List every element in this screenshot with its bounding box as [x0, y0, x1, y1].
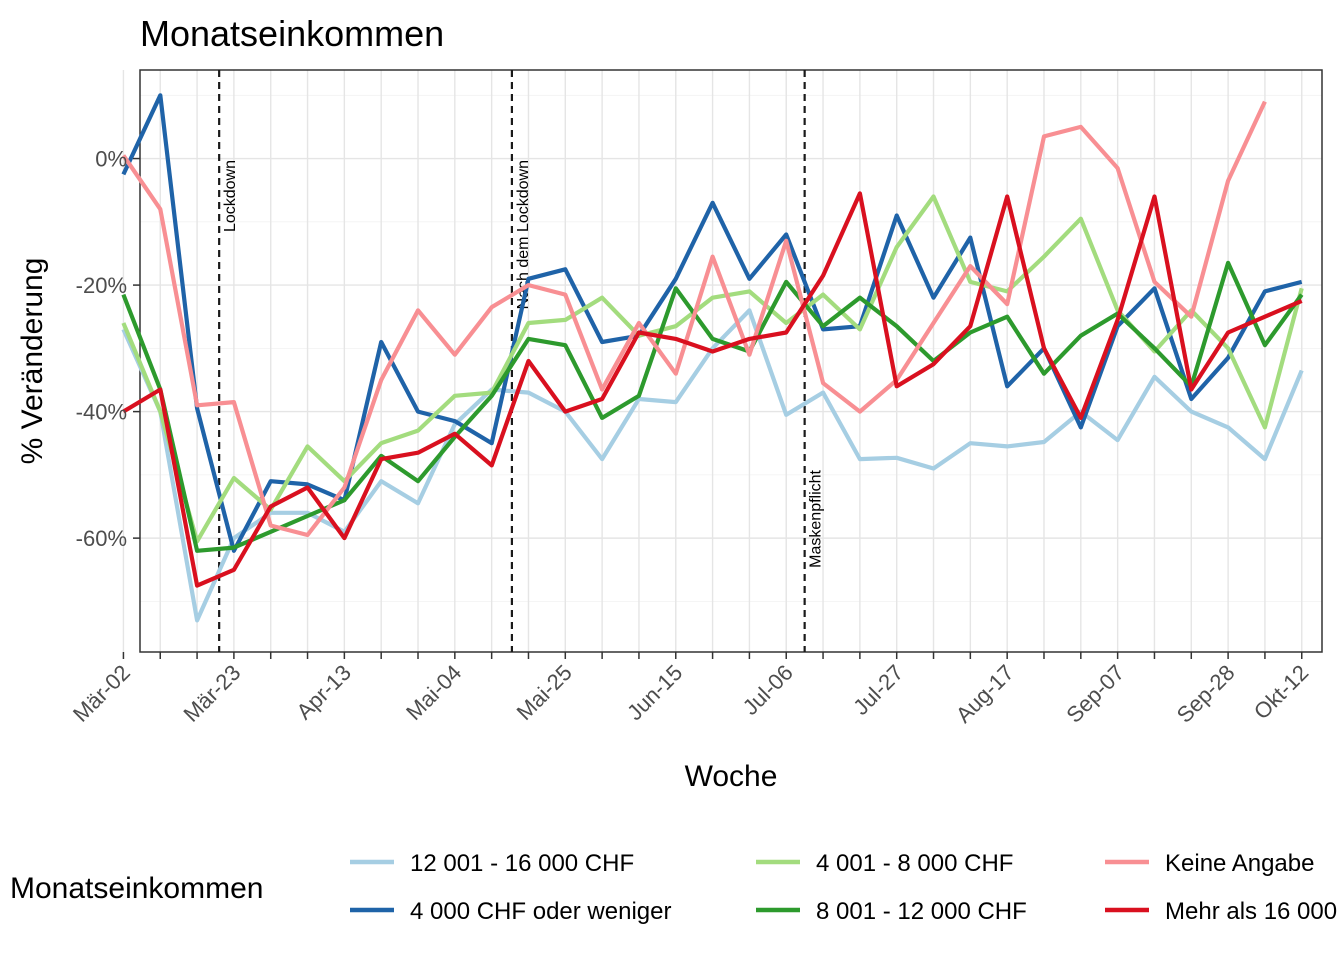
- legend: Monatseinkommen 12 001 - 16 000 CHF 4 000…: [10, 850, 1344, 925]
- legend-label: Keine Angabe: [1165, 850, 1314, 877]
- series-line: [121, 100, 1267, 538]
- x-tick-label: Sep-28: [1172, 660, 1240, 728]
- legend-title: Monatseinkommen: [10, 872, 263, 905]
- legend-label: 12 001 - 16 000 CHF: [410, 850, 634, 877]
- x-tick-label: Sep-07: [1061, 660, 1129, 728]
- event-label: Lockdown: [222, 160, 239, 232]
- series-lines: [121, 93, 1304, 623]
- y-tick-label: -20%: [76, 273, 127, 298]
- series-line: [121, 194, 1304, 544]
- x-tick-label: Mär-02: [68, 660, 135, 727]
- event-label: Maskenpflicht: [808, 469, 825, 567]
- x-tick-label: Aug-17: [951, 660, 1019, 728]
- event-markers: Lockdown Nach dem Lockdown Maskenpflicht: [218, 70, 825, 652]
- event-label: Nach dem Lockdown: [515, 160, 532, 309]
- x-tick-label: Jun-15: [622, 660, 687, 725]
- x-tick-label: Okt-12: [1249, 660, 1313, 724]
- x-tick-label: Mär-23: [178, 660, 245, 727]
- y-tick-label: -60%: [76, 526, 127, 551]
- legend-label: 8 001 - 12 000 CHF: [816, 898, 1027, 925]
- y-tick-label: -40%: [76, 400, 127, 425]
- series-line: [121, 93, 1303, 553]
- plot-panel: [139, 69, 1323, 653]
- legend-label: Mehr als 16 000 CHF: [1165, 898, 1344, 925]
- x-axis: Mär-02 Mär-23 Apr-13 Mai-04 Mai-25 Jun-15 Jul-…: [68, 652, 1313, 728]
- chart-title: Monatseinkommen: [140, 13, 444, 54]
- y-axis: 0% -20% -40% -60%: [76, 147, 140, 551]
- y-axis-title: % Veränderung: [16, 258, 49, 465]
- series-line: [122, 191, 1303, 588]
- x-tick-label: Mai-04: [401, 660, 466, 725]
- x-tick-label: Jul-27: [848, 660, 908, 720]
- grid: [122, 70, 1322, 652]
- x-tick-label: Mai-25: [512, 660, 577, 725]
- x-axis-title: Woche: [685, 760, 778, 793]
- x-tick-label: Apr-13: [292, 660, 356, 724]
- series-line: [121, 260, 1304, 553]
- legend-label: 4 000 CHF oder weniger: [410, 898, 671, 925]
- x-tick-label: Jul-06: [738, 660, 798, 720]
- legend-label: 4 001 - 8 000 CHF: [816, 850, 1013, 877]
- y-tick-label: 0%: [95, 147, 127, 172]
